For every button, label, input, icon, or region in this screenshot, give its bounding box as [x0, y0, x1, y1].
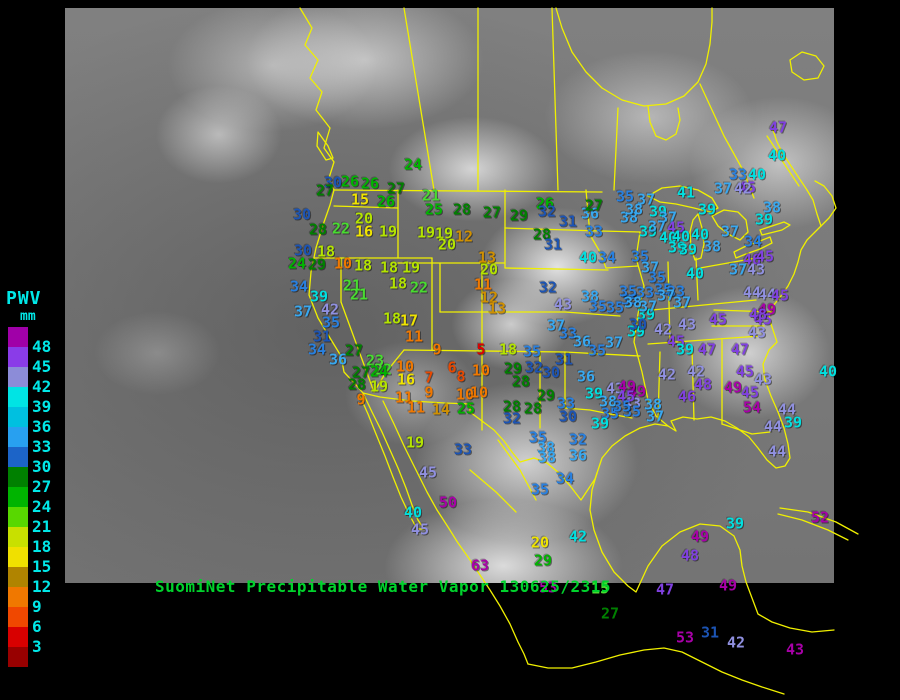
- legend-swatch: [8, 607, 28, 627]
- product-name: SuomiNet Precipitable Water Vapor: [155, 577, 490, 596]
- legend-swatch: [8, 507, 28, 527]
- legend-value: 48: [32, 337, 52, 356]
- legend-swatch: [8, 647, 28, 667]
- legend-value: 36: [32, 417, 52, 436]
- legend-value: 24: [32, 497, 52, 516]
- satellite-image: [65, 8, 834, 583]
- legend-swatch: [8, 447, 28, 467]
- legend-value: 33: [32, 437, 52, 456]
- legend-swatch: [8, 407, 28, 427]
- legend-value: 45: [32, 357, 52, 376]
- legend-title: PWV: [6, 288, 42, 309]
- legend-value: 6: [32, 617, 42, 636]
- legend-value: 21: [32, 517, 52, 536]
- legend-swatch: [8, 427, 28, 447]
- pwv-legend: PWV mm 48 45 42 39 36 33 30 27 24 21 18 15 12 9 6 3: [6, 288, 66, 675]
- legend-swatch: [8, 627, 28, 647]
- legend-swatch: [8, 567, 28, 587]
- legend-swatch: [8, 467, 28, 487]
- legend-swatch: [8, 327, 28, 347]
- legend-swatch: [8, 547, 28, 567]
- title-space: [489, 577, 499, 596]
- timestamp: 130625/2315: [499, 577, 611, 596]
- legend-value: 18: [32, 537, 52, 556]
- legend-value: 15: [32, 557, 52, 576]
- legend-value: 39: [32, 397, 52, 416]
- legend-color-bar: 48 45 42 39 36 33 30 27 24 21 18 15 12 9 6 3: [6, 327, 66, 675]
- legend-value: 3: [32, 637, 42, 656]
- legend-value: 30: [32, 457, 52, 476]
- legend-value: 9: [32, 597, 42, 616]
- legend-unit: mm: [20, 309, 36, 324]
- legend-value: 12: [32, 577, 52, 596]
- legend-swatch: [8, 347, 28, 367]
- legend-swatch: [8, 367, 28, 387]
- legend-swatch: [8, 387, 28, 407]
- legend-swatch: [8, 527, 28, 547]
- legend-swatch: [8, 487, 28, 507]
- legend-value: 27: [32, 477, 52, 496]
- legend-swatch: [8, 587, 28, 607]
- map-title: SuomiNet Precipitable Water Vapor 130625…: [155, 577, 611, 596]
- legend-value: 42: [32, 377, 52, 396]
